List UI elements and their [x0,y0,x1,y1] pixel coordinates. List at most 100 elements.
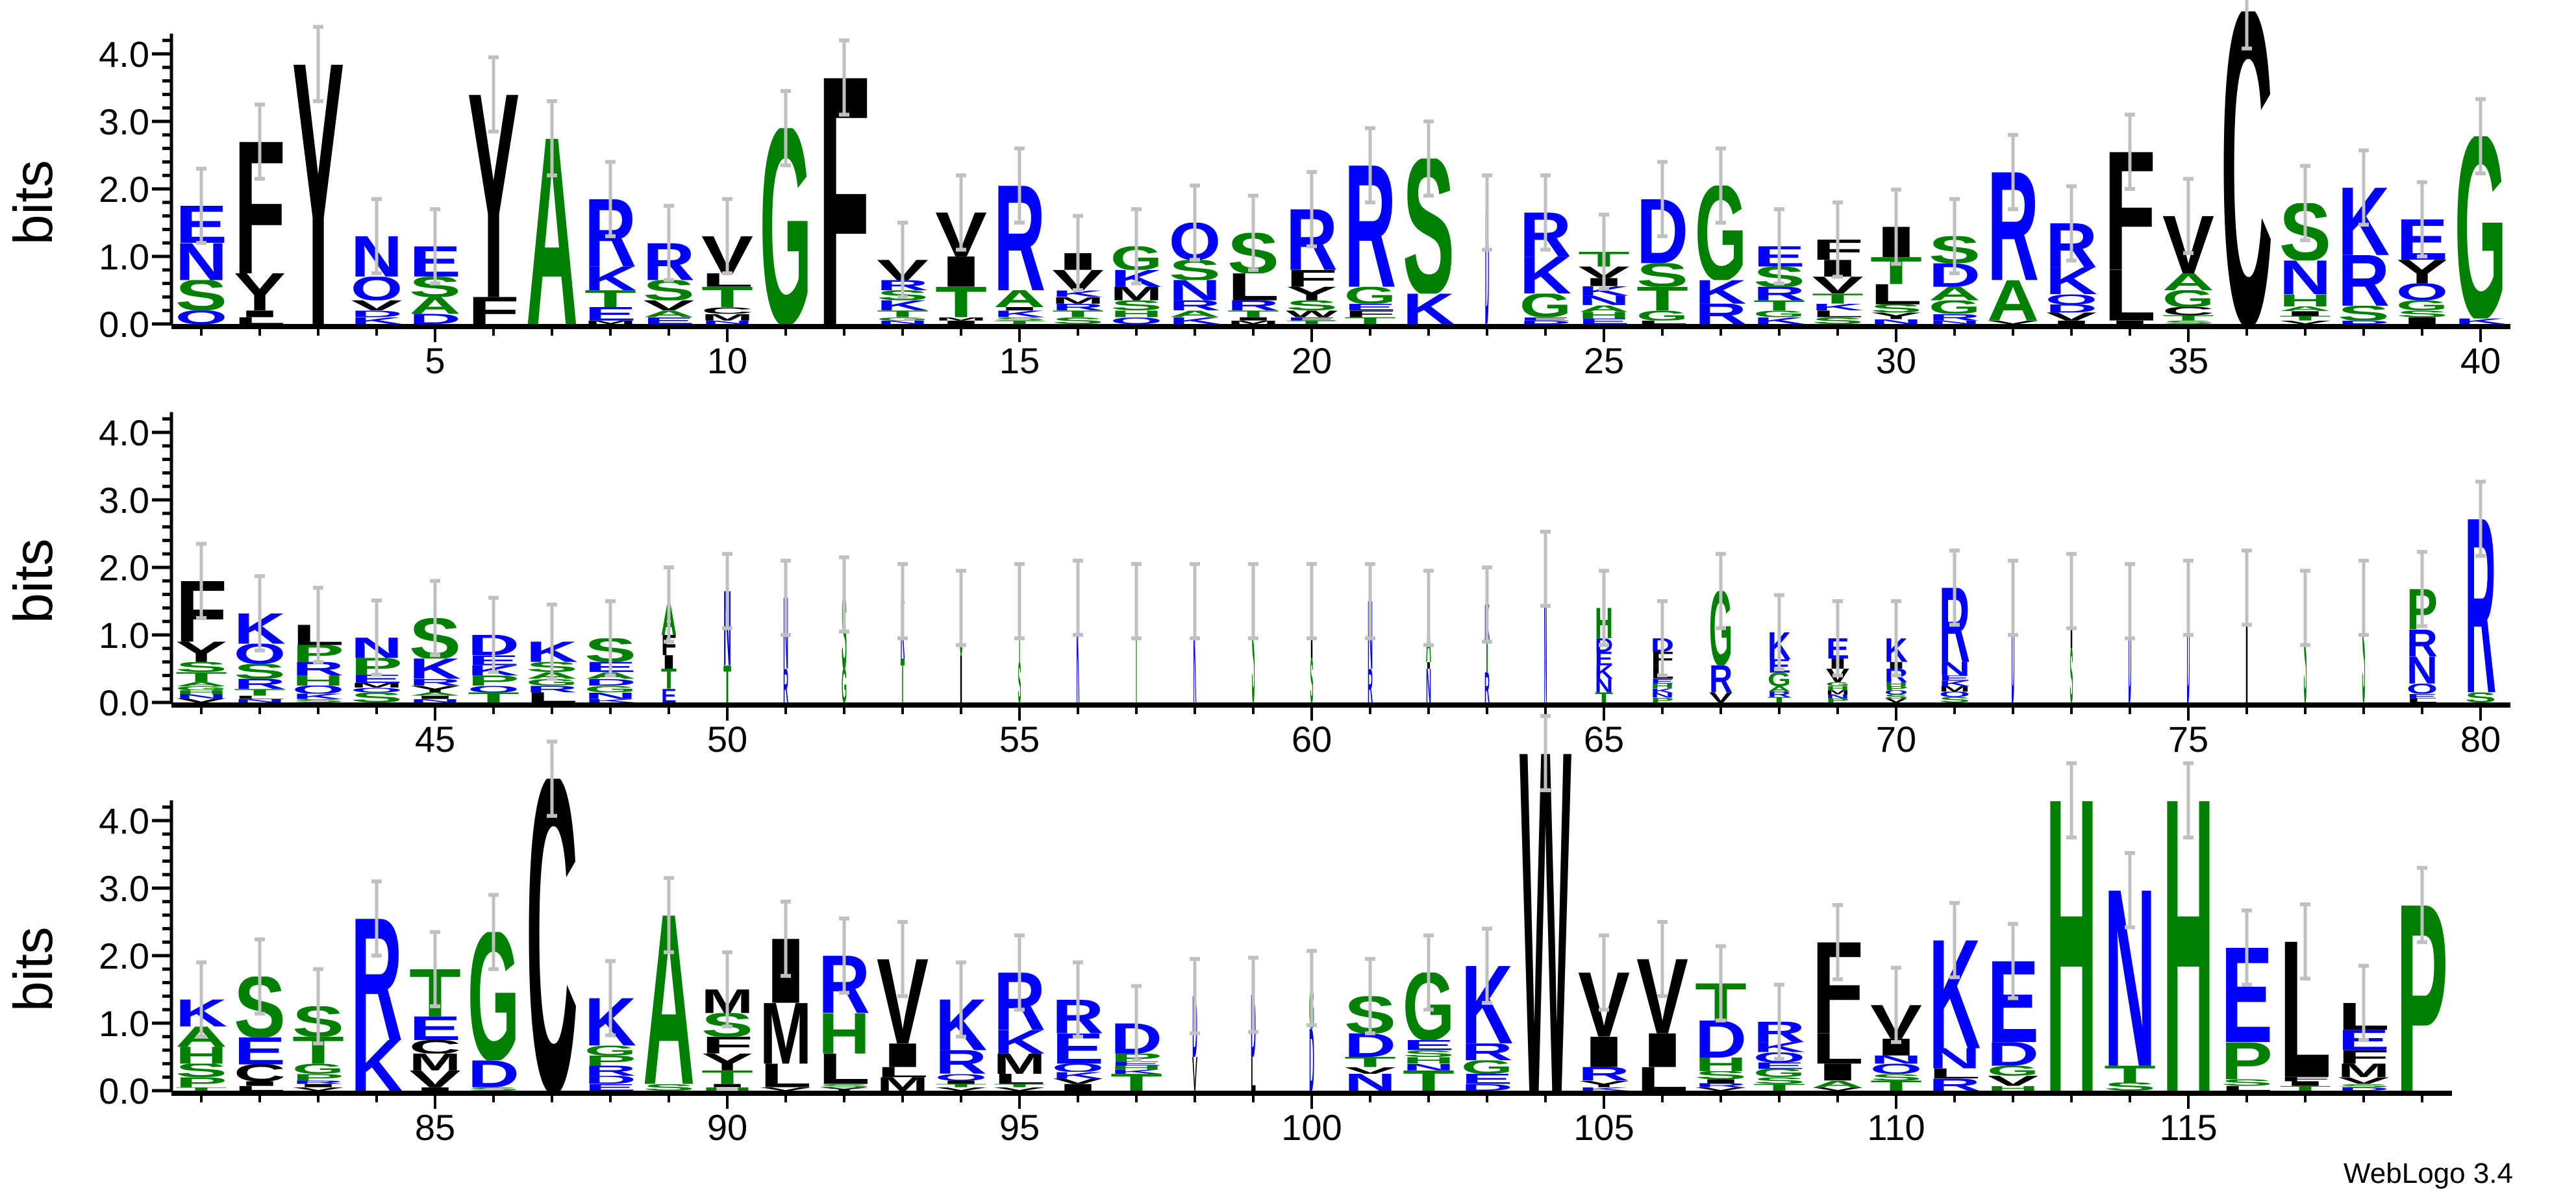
logo-letter-cell: S [1169,260,1221,280]
logo-letter: E [643,316,695,327]
logo-letter-cell: K [877,297,929,314]
logo-letter: T [723,653,731,714]
y-tick-label: 4.0 [99,34,149,75]
logo-letter-cell: N [2279,260,2331,294]
logo-letter: L [526,689,578,706]
logo-letter: T [1636,280,1688,317]
logo-letter-cell: T [175,1086,228,1091]
logo-letter-cell: T [1753,301,1805,311]
logo-letter: T [1484,628,1490,683]
logo-letter: Q [351,686,403,694]
logo-letter-cell: L [701,273,753,287]
logo-letter: K [1812,302,1864,313]
logo-letter-cell: L [234,696,286,699]
logo-letter-cell: K [1403,293,1455,324]
logo-letter-cell: M [2338,1063,2390,1077]
logo-letter-cell: T [1110,1074,1162,1091]
logo-letter-cell: A [1929,287,1981,301]
logo-letter: T [2104,1061,2156,1088]
logo-letter: T [175,1086,228,1091]
logo-letter-cell: L [760,1063,812,1087]
logo-letter: L [877,1064,929,1080]
logo-letter: C [234,1060,286,1087]
logo-letter-cell: M [584,321,636,324]
logo-letter: R [292,1080,344,1085]
logo-letter: D [2045,302,2097,315]
logo-letter: N [1651,691,1674,699]
logo-letter-cell: L [1636,1067,1688,1091]
logo-letter-cell: N [1929,1048,1981,1068]
logo-letter-cell: L [234,317,286,324]
logo-letter-cell: G [842,669,847,702]
logo-column: SDG [468,893,519,1091]
logo-column: S [1248,562,1258,702]
logo-letter: N [877,319,929,325]
logo-letter: A [994,285,1045,312]
logo-letter-cell: R [1484,672,1490,702]
logo-letter: E [351,673,403,686]
logo-letter-cell: H [175,690,227,694]
logo-letter: S [2396,308,2448,319]
logo-letter: A [1987,268,2039,334]
logo-column: T [1131,562,1142,734]
x-tick-label: 65 [1584,719,1624,760]
logo-letter-cell: T [1636,280,1688,317]
logo-letter-cell: C [2162,307,2214,315]
logo-letter-cell: G [1753,310,1805,317]
logo-letter-cell: G [584,684,636,695]
logo-column: ILF [2104,112,2156,324]
logo-letter-cell: N [409,699,461,702]
logo-column: SI [2066,552,2077,702]
logo-letter-cell: D [1344,1034,1396,1057]
x-tick-label: 30 [1876,340,1916,381]
logo-letter: L [1636,319,1688,325]
logo-letter-cell: L [1227,273,1279,301]
logo-letter-cell: P [2221,1042,2273,1079]
logo-letter: L [1812,308,1864,319]
logo-column: KS [1403,119,1455,324]
logo-letter: P [1884,685,1908,691]
logo-letter-cell: I [292,1083,344,1088]
logo-letter-cell: S [1870,304,1922,312]
logo-column: D [2125,562,2135,702]
logo-letter-cell: D [468,1060,519,1087]
weblogo-version-label: WebLogo 3.4 [2344,1158,2513,1189]
logo-letter-cell: K [2455,319,2507,324]
logo-letter: S [2104,1080,2156,1093]
logo-letter: Q [1939,690,1970,699]
logo-letter: G [584,684,636,695]
logo-letter: T [1812,291,1864,307]
logo-letter: S [2465,689,2496,706]
logo-letter-cell: S [351,692,403,702]
logo-letter-cell: T [877,310,929,317]
logo-letter: Q [1110,316,1162,327]
logo-letter: T [2162,314,2214,322]
logo-letter-cell: M [1939,686,1970,691]
logo-letter: K [877,297,929,314]
logo-letter: T [661,662,677,695]
logo-letter: N [1939,658,1970,680]
logo-column: HITYFSM [701,950,753,1091]
logo-letter: P [292,1072,344,1083]
logo-letter-cell: I [2279,311,2331,316]
logo-letter-cell: S [175,1063,227,1077]
logo-letter-cell: L [1251,1057,1256,1091]
logo-letter-cell: T [1768,697,1791,702]
logo-letter: I [292,1083,344,1088]
logo-letter-cell: N [701,321,753,324]
logo-letter-cell: I [1227,317,1279,321]
logo-letter: T [1135,569,1138,734]
logo-letter: S [2221,1077,2273,1088]
logo-letter: E [1344,302,1396,313]
logo-letter: G [175,685,227,691]
logo-letter: P [468,673,519,689]
logo-letter: N [1870,318,1922,326]
logo-letter-cell: I [234,1081,286,1085]
logo-letter-cell: E [1461,1074,1513,1084]
logo-letter-cell: G [1929,301,1981,314]
